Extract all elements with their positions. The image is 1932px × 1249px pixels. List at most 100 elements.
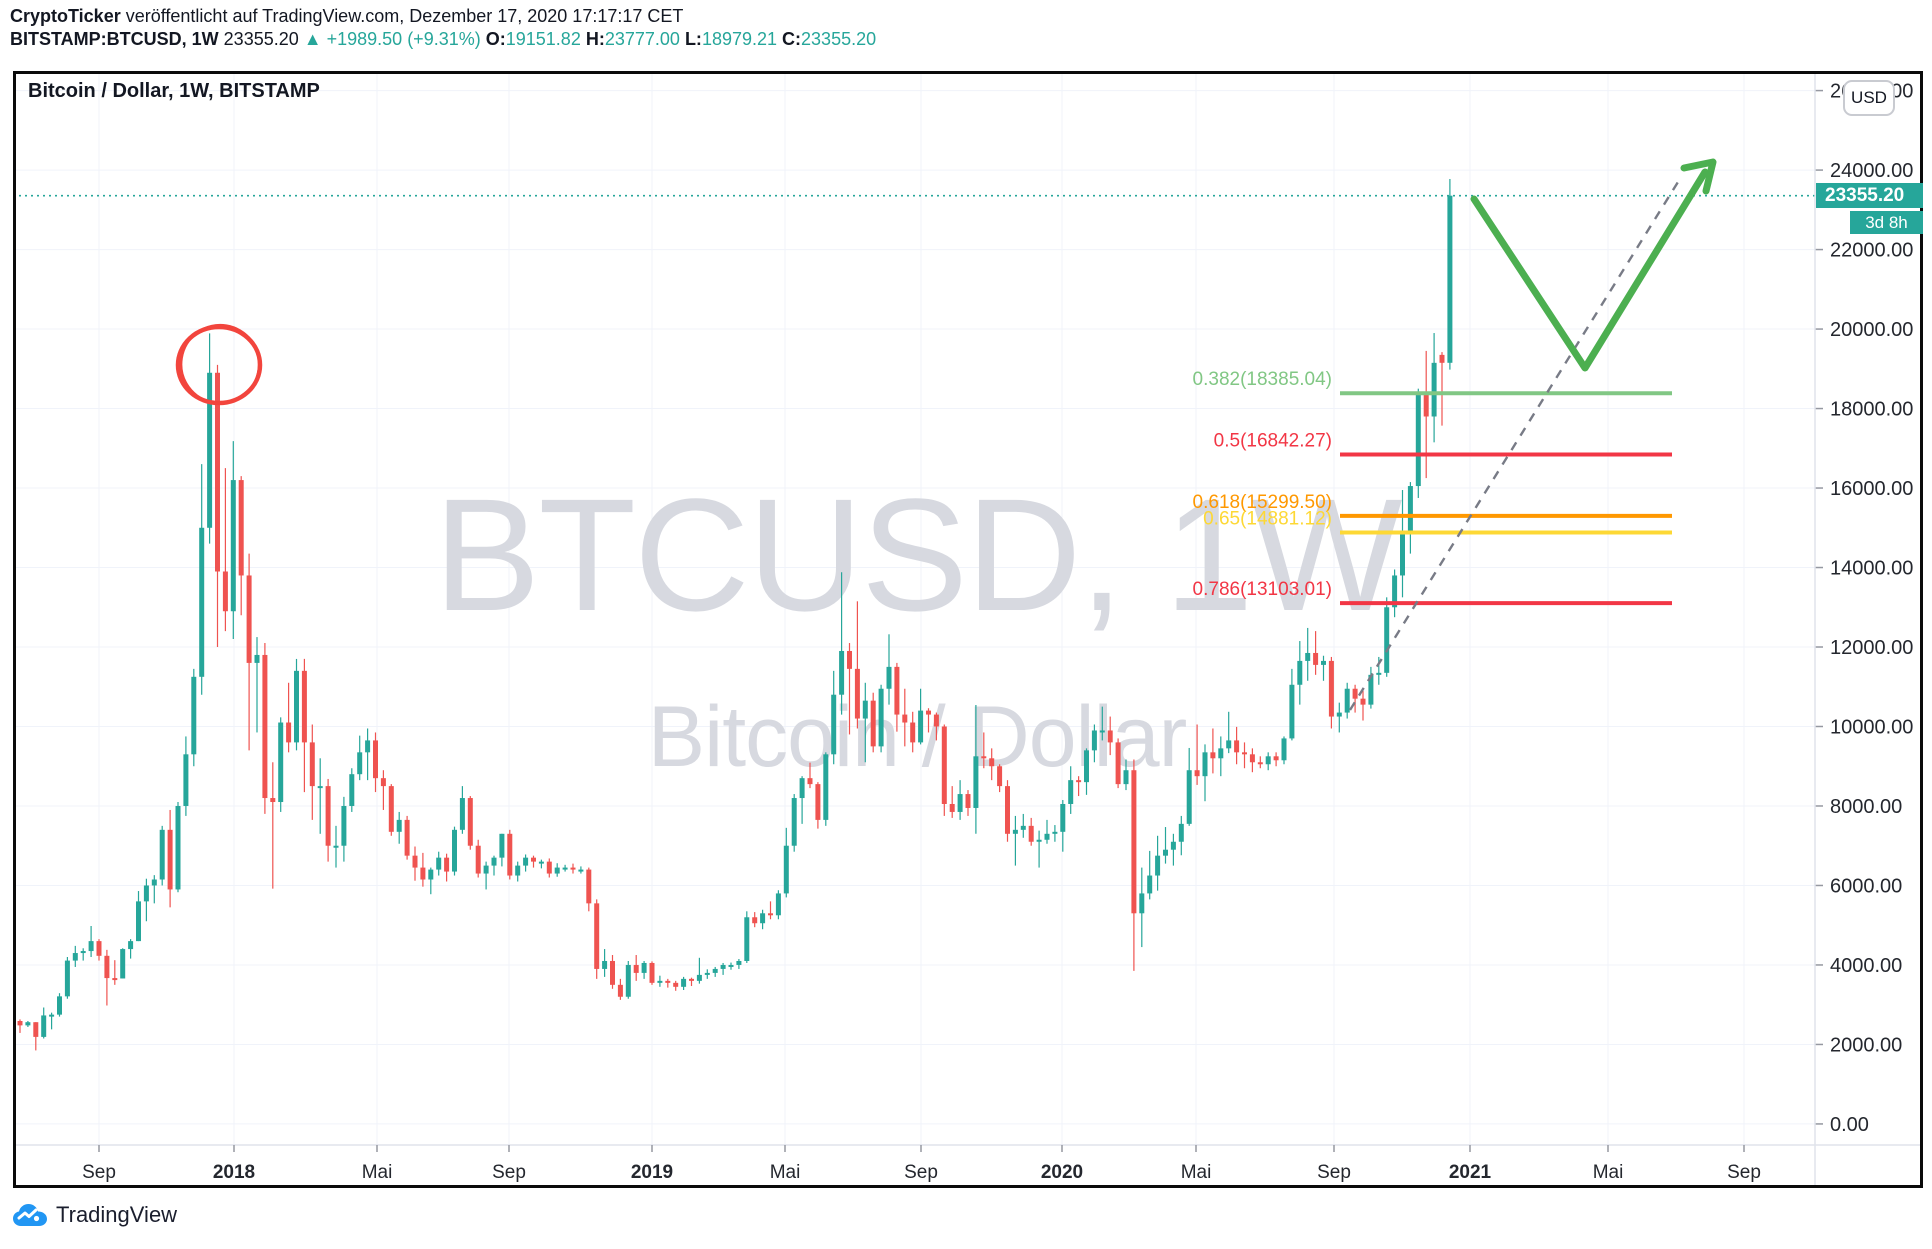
candle-body	[120, 949, 126, 979]
red-circle-annotation[interactable]	[175, 320, 265, 409]
candle-body	[301, 670, 307, 743]
time-tick-label: Sep	[82, 1162, 116, 1183]
candle-body	[207, 372, 213, 528]
candle-body	[578, 869, 584, 872]
candle-body	[309, 742, 315, 787]
candle-body	[633, 964, 639, 973]
candle-body	[1147, 875, 1153, 894]
candle-body	[775, 893, 781, 916]
candle-body	[230, 480, 236, 612]
high-label: H:	[585, 29, 605, 49]
low-label: L:	[684, 29, 702, 49]
time-tick-label: Mai	[1593, 1162, 1624, 1183]
candle-body	[57, 996, 62, 1015]
candle-body	[1052, 831, 1058, 834]
candle-body	[72, 953, 78, 961]
candle-body	[799, 778, 805, 799]
open-value: 19151.82	[505, 29, 581, 49]
price-change: +1989.50 (+9.31%)	[326, 29, 481, 49]
price-tick-label: 8000.00	[1830, 796, 1902, 818]
candle-body	[1020, 825, 1026, 830]
candle-body	[1099, 730, 1105, 733]
candle-body	[1234, 740, 1240, 753]
candle-body	[151, 879, 157, 886]
candle-body	[286, 722, 292, 743]
candle-body	[1281, 738, 1287, 761]
candle-body	[878, 688, 884, 747]
candle-body	[673, 982, 679, 987]
candle-body	[349, 774, 355, 806]
price-tick-label: 2000.00	[1830, 1034, 1902, 1056]
candle-body	[696, 974, 702, 981]
symbol-watermark: BTCUSD, 1W Bitcoin / Dollar	[434, 465, 1405, 785]
candle-body	[1384, 607, 1390, 673]
bar-countdown-badge: 3d 8h	[1850, 211, 1923, 234]
candle-body	[1060, 803, 1066, 832]
candle-body	[933, 714, 939, 727]
chart-frame	[13, 71, 1923, 1188]
candle-body	[1407, 486, 1413, 534]
time-tick-label: Sep	[904, 1162, 938, 1183]
candle-body	[1400, 533, 1405, 576]
candle-body	[610, 960, 615, 985]
candle-body	[1178, 823, 1184, 842]
green-arrow-annotation[interactable]	[1470, 158, 1717, 372]
candle-body	[562, 867, 568, 870]
candle-body	[531, 857, 536, 862]
fib-label: 0.5(16842.27)	[1214, 431, 1332, 452]
candle-body	[1336, 712, 1342, 717]
candle-body	[412, 855, 418, 868]
candle-body	[262, 654, 268, 799]
candle-body	[49, 1014, 55, 1017]
candle-body	[570, 867, 576, 870]
time-tick-label: Sep	[1727, 1162, 1761, 1183]
candle-body	[965, 794, 971, 808]
currency-toggle-button[interactable]: USD	[1843, 80, 1895, 116]
price-axis[interactable]: 26000.0024000.0022000.0020000.0018000.00…	[1814, 71, 1913, 1188]
price-tick-label: 12000.00	[1830, 637, 1913, 659]
candle-body	[1123, 770, 1129, 785]
candle-body	[1257, 762, 1263, 765]
candle-body	[602, 960, 608, 969]
candle-body	[1218, 748, 1224, 759]
candle-body	[902, 714, 908, 723]
candle-body	[1376, 672, 1382, 675]
candle-body	[1447, 195, 1453, 363]
candle-body	[1392, 575, 1398, 608]
price-tick-label: 4000.00	[1830, 955, 1902, 977]
byline-author: CryptoTicker	[10, 6, 121, 26]
candle-body	[459, 798, 465, 830]
candle-body	[80, 951, 86, 954]
time-tick-label: 2018	[213, 1162, 255, 1183]
candle-body	[1273, 756, 1279, 761]
price-tick-label: 16000.00	[1830, 478, 1913, 500]
candle-body	[886, 666, 892, 689]
candle-body	[1321, 660, 1326, 665]
time-tick-label: Sep	[492, 1162, 526, 1183]
candle-body	[1249, 754, 1255, 763]
time-tick-label: Mai	[770, 1162, 801, 1183]
candle-body	[380, 778, 386, 787]
close-value: 23355.20	[801, 29, 877, 49]
time-axis[interactable]: Sep 2018 Mai Sep 2019 Mai Sep 2020 Mai Sep 2021 Mai…	[13, 1144, 1923, 1183]
candle-body	[96, 941, 102, 956]
candle-body	[1131, 770, 1137, 914]
byline-text: veröffentlicht auf TradingView.com, Deze…	[120, 6, 684, 26]
candle-body	[918, 710, 924, 743]
candle-body	[507, 833, 513, 876]
candle-body	[783, 845, 789, 894]
low-value: 18979.21	[701, 29, 778, 49]
candle-body	[910, 722, 916, 743]
candle-body	[1360, 698, 1366, 705]
fib-retracement[interactable]: 0.382(18385.04) 0.5(16842.27) 0.618(15299.…	[1193, 369, 1672, 606]
candle-body	[791, 798, 797, 846]
chart-legend-title: Bitcoin / Dollar, 1W, BITSTAMP	[28, 80, 320, 102]
candle-body	[1044, 833, 1050, 840]
tradingview-logo[interactable]: TradingView	[12, 1202, 177, 1228]
candle-body	[167, 829, 173, 890]
candle-body	[183, 754, 189, 806]
candle-body	[760, 913, 766, 924]
dashed-trendline[interactable]	[1348, 181, 1680, 711]
candle-body	[1415, 392, 1421, 487]
